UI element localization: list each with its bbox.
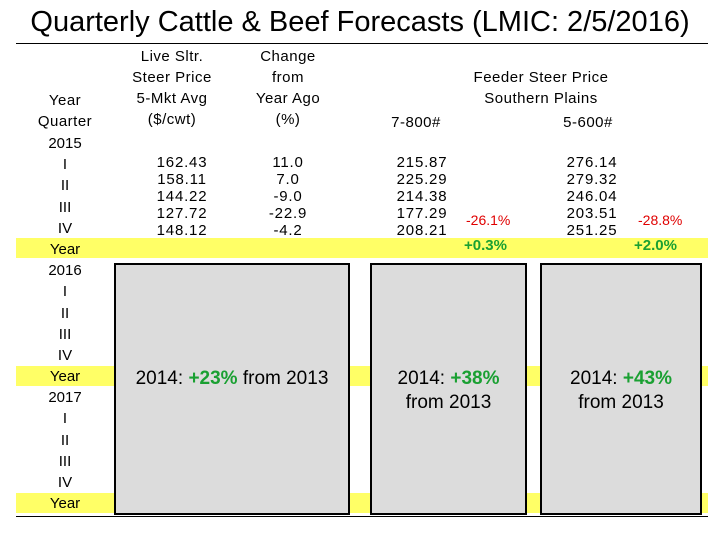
table-cell: 251.25	[566, 222, 618, 239]
table-cell: 144.22	[156, 188, 208, 205]
table-cell: 214.38	[396, 188, 448, 205]
row-label: Year	[49, 240, 81, 258]
feeder-500-year-change: +2.0%	[634, 237, 677, 254]
row-label: III	[58, 325, 72, 343]
row-label: I	[62, 156, 68, 174]
table-cell: -22.9	[268, 205, 308, 222]
table-cell: 208.21	[396, 222, 448, 239]
bottom-rule	[16, 516, 708, 517]
panel-pct: +23%	[188, 368, 238, 389]
row-label: II	[60, 431, 70, 449]
live-steer-values: 162.43 158.11 144.22 127.72 148.12	[130, 154, 234, 239]
panel-line2: from 2013	[578, 392, 664, 413]
table-cell: 276.14	[566, 154, 618, 171]
table-cell: 246.04	[566, 188, 618, 205]
table-cell: 162.43	[156, 154, 208, 171]
panel-prefix: 2014:	[135, 368, 189, 389]
panel-prefix: 2014:	[397, 368, 451, 389]
table-cell: 158.11	[157, 171, 207, 188]
table-cell: 215.87	[396, 154, 448, 171]
header-year: Year	[48, 92, 82, 109]
row-label: I	[62, 283, 68, 301]
header-line: Southern Plains	[484, 90, 598, 107]
top-rule	[16, 43, 708, 44]
panel-pct: +38%	[450, 368, 500, 389]
row-label: Year	[49, 368, 81, 386]
change-header: Change from Year Ago (%)	[234, 46, 342, 130]
header-line: from	[272, 69, 304, 86]
header-line: ($/cwt)	[147, 111, 197, 128]
table-cell: -4.2	[273, 222, 303, 239]
table-cell: 203.51	[566, 205, 618, 222]
header-line: (%)	[275, 111, 301, 128]
table-cell: 279.32	[566, 171, 618, 188]
row-label: 2016	[48, 262, 82, 280]
header-line: Steer Price	[132, 69, 212, 86]
table-cell: 127.72	[156, 205, 208, 222]
row-label: III	[58, 198, 72, 216]
page-title: Quarterly Cattle & Beef Forecasts (LMIC:…	[30, 6, 690, 38]
row-label: III	[58, 452, 72, 470]
live-steer-panel: 2014: +23% from 2013	[114, 263, 350, 515]
feeder-500-values: 276.14 279.32 246.04 203.51 251.25	[548, 154, 636, 239]
row-label: I	[62, 410, 68, 428]
header-line: Year Ago	[255, 90, 321, 107]
table-cell: 7.0	[276, 171, 300, 188]
panel-prefix: 2014:	[570, 368, 623, 389]
row-label: Year	[49, 495, 81, 513]
year-column-header: Year Quarter	[16, 90, 114, 132]
row-label: IV	[57, 219, 73, 237]
row-label: II	[60, 304, 70, 322]
feeder-700-year-change: +0.3%	[464, 237, 507, 254]
table-cell: 11.0	[272, 154, 304, 171]
row-label: II	[60, 177, 70, 195]
panel-suffix: from 2013	[237, 368, 329, 389]
panel-pct: +43%	[622, 368, 672, 389]
feeder-700-values: 215.87 225.29 214.38 177.29 208.21	[378, 154, 466, 239]
change-values: 11.0 7.0 -9.0 -22.9 -4.2	[240, 154, 336, 239]
row-label: 2017	[48, 389, 82, 407]
year-quarter-list: 2015 I II III IV Year 2016 I II III IV Y…	[16, 133, 114, 514]
header-line: Feeder Steer Price	[473, 69, 609, 86]
header-line: Change	[260, 48, 316, 65]
live-steer-header: Live Sltr. Steer Price 5-Mkt Avg ($/cwt)	[112, 46, 232, 130]
feeder-500-header: 5-600#	[563, 114, 613, 131]
feeder-700-q4-change: -26.1%	[466, 212, 511, 228]
year-highlight-2015	[16, 238, 708, 258]
feeder-500-q4-change: -28.8%	[638, 212, 683, 228]
row-label: 2015	[48, 135, 82, 152]
header-line: 5-Mkt Avg	[136, 90, 208, 107]
row-label: IV	[57, 346, 73, 364]
panel-line2: from 2013	[405, 392, 492, 413]
feeder-500-panel: 2014: +43% from 2013	[540, 263, 702, 515]
table-cell: 177.29	[396, 205, 448, 222]
table-cell: 148.12	[156, 222, 208, 239]
feeder-steer-header: Feeder Steer Price Southern Plains	[430, 67, 652, 109]
table-cell: -9.0	[273, 188, 303, 205]
header-quarter: Quarter	[37, 113, 93, 130]
header-line: Live Sltr.	[140, 48, 204, 65]
feeder-700-header: 7-800#	[391, 114, 441, 131]
table-cell: 225.29	[396, 171, 448, 188]
row-label: IV	[57, 474, 73, 491]
feeder-700-panel: 2014: +38% from 2013	[370, 263, 527, 515]
